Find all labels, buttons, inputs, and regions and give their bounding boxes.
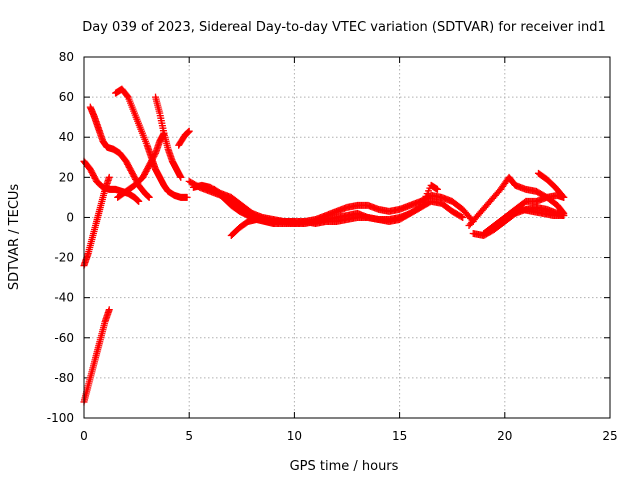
y-tick-label: -80: [54, 371, 74, 385]
y-tick-label: -40: [54, 291, 74, 305]
data-point: [146, 160, 154, 168]
data-point: [127, 166, 135, 174]
data-point: [457, 213, 465, 221]
y-tick-label: -20: [54, 251, 74, 265]
data-point: [415, 204, 423, 212]
series-pass-2: [80, 173, 113, 270]
data-point: [125, 163, 133, 171]
data-point: [139, 173, 147, 181]
data-point: [141, 169, 149, 177]
data-point: [150, 152, 158, 160]
data-point: [143, 166, 151, 174]
x-tick-label: 20: [497, 429, 512, 443]
y-tick-label: 80: [59, 50, 74, 64]
data-point: [128, 168, 136, 176]
x-tick-label: 10: [287, 429, 302, 443]
data-point: [124, 162, 132, 170]
x-tick-label: 25: [602, 429, 617, 443]
data-point: [126, 165, 134, 173]
series-pass-16: [497, 205, 568, 225]
y-tick-label: -100: [47, 411, 74, 425]
x-tick-labels: 0 5 10 15 20 25: [80, 429, 617, 443]
series-pass-1: [80, 306, 113, 406]
data-point: [105, 306, 113, 314]
series-pass-8: [175, 127, 193, 149]
x-tick-label: 15: [392, 429, 407, 443]
data-point: [148, 155, 156, 163]
data-point: [91, 174, 99, 182]
y-tick-label: 40: [59, 130, 74, 144]
data-point: [86, 165, 94, 173]
data-point: [142, 167, 150, 175]
data-point: [131, 174, 139, 182]
data-point: [290, 217, 298, 225]
data-point: [124, 160, 132, 168]
data-point: [183, 193, 191, 201]
series-pass-4: [86, 103, 153, 201]
data-point: [122, 157, 130, 165]
grid-lines: [83, 56, 611, 419]
data-point: [130, 172, 138, 180]
data-point: [140, 172, 148, 180]
data-point: [89, 170, 97, 178]
data-point: [88, 168, 96, 176]
series-pass-12: [210, 185, 298, 225]
data-point: [560, 193, 568, 201]
data-point: [128, 169, 136, 177]
data-point: [145, 161, 153, 169]
data-point: [433, 185, 441, 193]
data-point: [135, 197, 143, 205]
data-point: [123, 159, 131, 167]
y-tick-labels: -100 -80 -60 -40 -20 0 20 40 60 80: [47, 50, 74, 425]
data-point: [148, 157, 156, 165]
data-point: [185, 127, 193, 135]
y-axis-label: SDTVAR / TECUs: [7, 184, 22, 291]
data-point: [144, 164, 152, 172]
data-point: [459, 213, 467, 221]
chart-title: Day 039 of 2023, Sidereal Day-to-day VTE…: [82, 20, 606, 35]
data-point: [149, 154, 157, 162]
series-pass-17: [534, 169, 568, 201]
x-tick-label: 0: [80, 429, 88, 443]
data-point: [105, 173, 113, 181]
x-tick-label: 5: [185, 429, 193, 443]
data-point: [123, 92, 131, 100]
data-point: [177, 173, 185, 181]
data-point: [559, 192, 567, 200]
plot-frame: [83, 56, 611, 419]
data-point: [87, 167, 95, 175]
data-point: [145, 193, 153, 201]
x-axis-label: GPS time / hours: [290, 459, 399, 474]
data-point: [144, 163, 152, 171]
data-point: [140, 170, 148, 178]
y-tick-label: 0: [66, 210, 74, 224]
series-pass-3: [80, 157, 143, 205]
series-pass-7: [152, 93, 185, 181]
data-point: [147, 158, 155, 166]
data-point: [90, 173, 98, 181]
y-tick-label: 60: [59, 90, 74, 104]
data-points: [80, 85, 568, 406]
y-tick-label: -60: [54, 331, 74, 345]
y-tick-label: 20: [59, 170, 74, 184]
data-point: [560, 211, 568, 219]
data-point: [89, 171, 97, 179]
data-point: [151, 151, 159, 159]
data-point: [129, 171, 137, 179]
